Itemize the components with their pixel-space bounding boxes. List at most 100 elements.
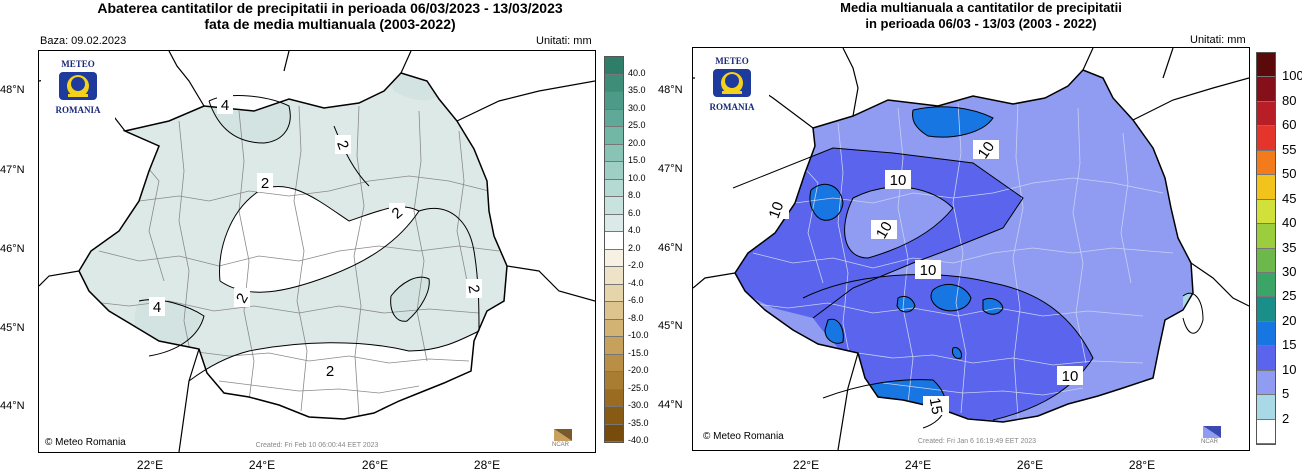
svg-text:4: 4 [221,97,229,114]
legend-label: 10 [1282,361,1297,377]
left-map-title-line2: fata de media multianuala (2003-2022) [204,16,456,32]
legend-label: 80 [1282,92,1297,108]
legend-label: -25.0 [628,382,649,393]
right-lat-44: 44°N [658,399,683,411]
left-map-panel: Abaterea cantitatilor de precipitatii in… [0,0,660,472]
legend-label: -8.0 [628,312,644,323]
copyright-icon: © [45,437,56,448]
left-map-contour-labels: 4 2 2 2 4 2 2 2 [149,95,483,380]
left-lon-28: 28°E [473,458,501,472]
legend-swatch [1257,370,1275,396]
legend-swatch [605,372,623,390]
legend-swatch [1257,175,1275,200]
left-map-title-line1: Abaterea cantitatilor de precipitatii in… [97,0,563,16]
left-contour-label-5: 4 [149,297,165,316]
legend-label: 45 [1282,190,1297,206]
legend-label: 20 [1282,312,1297,328]
legend-swatch [1257,248,1275,273]
legend-swatch [1257,126,1275,151]
right-logo-top-text: METEO [715,56,749,66]
left-lat-44: 44°N [0,400,25,412]
legend-swatch [605,74,623,92]
legend-swatch [605,249,623,267]
left-contour-label-6: 2 [233,288,252,307]
legend-label: 4.0 [628,225,641,235]
legend-swatch [1257,53,1275,78]
right-map-title: Media multianuala a cantitatilor de prec… [660,0,1302,32]
right-map-contour-labels: 10 10 10 10 10 10 15 [763,139,1083,416]
legend-swatch [605,267,623,285]
legend-label: 55 [1282,141,1297,157]
left-ncar-logo: NCAR [552,429,572,448]
legend-label: 15 [1282,337,1297,353]
legend-swatch [605,407,623,425]
legend-swatch [605,354,623,372]
svg-text:2: 2 [326,363,334,380]
legend-label: -20.0 [628,365,649,375]
svg-text:2: 2 [261,175,269,192]
legend-label: 30.0 [628,102,646,113]
legend-swatch [1257,321,1275,347]
legend-label: 15.0 [628,155,646,165]
legend-label: 10.0 [628,172,646,183]
svg-text:10: 10 [766,199,788,220]
legend-label: 25 [1282,288,1297,304]
legend-swatch [605,162,623,180]
legend-swatch [605,57,623,75]
svg-text:10: 10 [890,172,907,189]
ncar-icon [1203,426,1221,438]
left-map-county-borders [83,105,500,417]
legend-swatch [605,144,623,162]
legend-label: -10.0 [628,330,649,340]
legend-label: -6.0 [628,295,644,305]
svg-text:10: 10 [920,262,937,279]
legend-swatch [605,424,623,442]
left-logo-emblem-icon [59,72,97,100]
left-contour-label-8: 2 [322,361,338,380]
left-map-legend-bar [604,56,624,443]
copyright-icon: © [703,431,714,442]
legend-label: 35.0 [628,85,646,95]
right-map-frame: 10 10 10 10 10 10 15 METEO ROMANIA © Met… [692,47,1250,451]
svg-text:2: 2 [464,284,482,295]
right-lon-24: 24°E [904,458,932,472]
legend-swatch [1257,77,1275,102]
right-contour-label-1: 10 [885,170,911,189]
legend-label: -2.0 [628,260,644,270]
left-credit: © Meteo Romania [45,437,126,448]
right-map-units: Unitati: mm [1190,34,1246,46]
legend-label: 25.0 [628,120,646,130]
right-ncar-text: NCAR [1201,439,1219,445]
left-lat-45: 45°N [0,322,25,334]
right-map-legend-bar [1256,52,1276,445]
legend-swatch [605,319,623,337]
right-credit-text: Meteo Romania [713,431,784,442]
left-meteo-logo: METEO ROMANIA [41,53,115,119]
legend-swatch [605,337,623,355]
legend-label: 2 [1282,410,1290,426]
legend-label: -30.0 [628,400,649,410]
left-map-title: Abaterea cantitatilor de precipitatii in… [0,0,660,32]
svg-text:10: 10 [1062,368,1079,385]
ncar-icon [554,429,572,441]
left-credit-text: Meteo Romania [55,437,126,448]
left-lat-46: 46°N [0,243,25,255]
legend-swatch [605,389,623,407]
legend-swatch [1257,150,1275,176]
legend-swatch [605,109,623,127]
legend-swatch [1257,199,1275,225]
legend-swatch [605,197,623,215]
legend-swatch [605,92,623,110]
left-contour-label-7: 2 [464,279,483,298]
right-ncar-logo: NCAR [1201,426,1221,445]
legend-swatch [605,127,623,145]
left-contour-label-2: 2 [333,135,352,154]
left-created-stamp: Created: Fri Feb 10 06:00:44 EET 2023 [255,442,379,449]
right-logo-bottom-text: ROMANIA [709,102,755,112]
right-map-title-line2: in perioada 06/03 - 13/03 (2003 - 2022) [865,16,1097,31]
left-contour-label-4: 2 [389,203,406,223]
legend-label: -35.0 [628,417,649,428]
legend-label: -15.0 [628,347,649,358]
legend-swatch [605,232,623,250]
left-logo-top-text: METEO [61,59,95,69]
